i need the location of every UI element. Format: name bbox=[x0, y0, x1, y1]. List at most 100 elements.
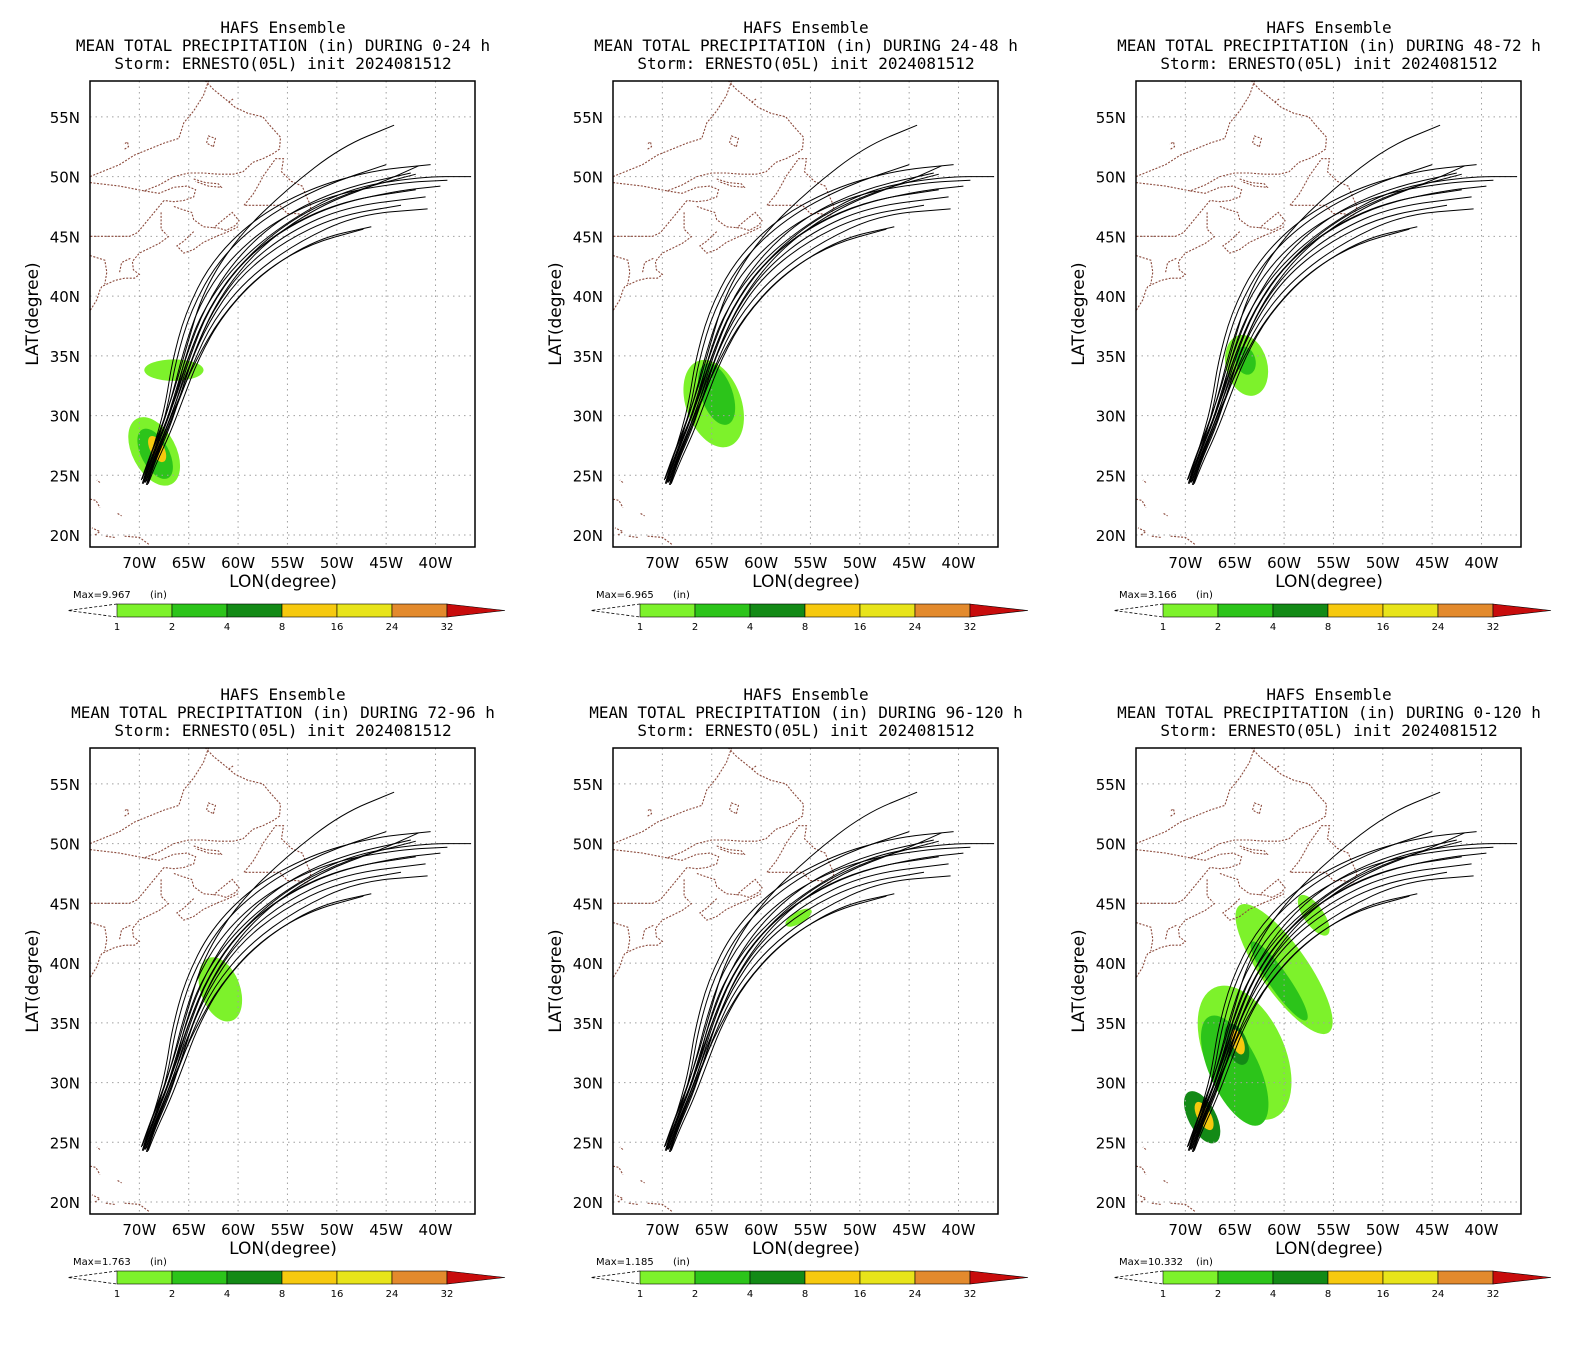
colorbar-swatch bbox=[1162, 603, 1219, 618]
x-axis-label: LON(degree) bbox=[1275, 1239, 1383, 1259]
y-tick-label: 55N bbox=[50, 776, 80, 794]
coastline bbox=[144, 185, 197, 203]
colorbar-overflow bbox=[446, 1270, 506, 1285]
storm-track bbox=[669, 196, 949, 483]
colorbar-swatch bbox=[694, 1270, 751, 1285]
colorbar-swatch bbox=[171, 1270, 228, 1285]
coastline bbox=[1251, 802, 1263, 815]
y-tick-label: 35N bbox=[573, 1015, 603, 1033]
coastline bbox=[193, 178, 223, 188]
x-tick-label: 45W bbox=[369, 554, 403, 572]
storm-track bbox=[668, 208, 951, 486]
colorbar-label: 4 bbox=[1270, 1289, 1276, 1300]
colorbar-swatch bbox=[1327, 1270, 1384, 1285]
chart-subtitle: MEAN TOTAL PRECIPITATION (in) DURING 72-… bbox=[71, 703, 495, 722]
colorbar-swatch bbox=[336, 603, 393, 618]
storm-track bbox=[143, 852, 441, 1149]
coastline bbox=[699, 226, 762, 254]
x-tick-label: 45W bbox=[369, 1221, 403, 1239]
colorbar-swatch bbox=[914, 603, 971, 618]
x-tick-label: 45W bbox=[892, 1221, 926, 1239]
colorbar-swatch bbox=[336, 1270, 393, 1285]
coastline bbox=[628, 535, 638, 538]
y-tick-label: 50N bbox=[1096, 169, 1126, 187]
storm-track bbox=[1189, 172, 1457, 481]
x-tick-label: 40W bbox=[419, 554, 453, 572]
coastline bbox=[124, 535, 150, 546]
max-value-label: Max=1.185 bbox=[596, 1257, 654, 1268]
storm-track bbox=[143, 176, 472, 483]
chart-subtitle: MEAN TOTAL PRECIPITATION (in) DURING 0-2… bbox=[76, 36, 490, 55]
colorbar-underflow bbox=[1113, 1270, 1164, 1285]
chart-subtitle: MEAN TOTAL PRECIPITATION (in) DURING 48-… bbox=[1117, 36, 1541, 55]
colorbar-label: 8 bbox=[802, 1289, 808, 1300]
coastline bbox=[613, 81, 733, 178]
coastline bbox=[613, 867, 688, 904]
units-label: (in) bbox=[1196, 1257, 1213, 1268]
x-tick-label: 45W bbox=[892, 554, 926, 572]
colorbar-swatch bbox=[639, 603, 696, 618]
colorbar-label: 2 bbox=[692, 622, 698, 633]
chart-panel: HAFS Ensemble MEAN TOTAL PRECIPITATION (i… bbox=[523, 667, 1053, 1343]
y-tick-label: 25N bbox=[573, 1134, 603, 1152]
coastline bbox=[91, 1194, 101, 1203]
chart-panel: HAFS Ensemble MEAN TOTAL PRECIPITATION (i… bbox=[0, 0, 530, 676]
y-axis-label: LAT(degree) bbox=[1069, 262, 1089, 365]
colorbar-label: 2 bbox=[1215, 622, 1221, 633]
coastline bbox=[1169, 141, 1176, 150]
x-tick-label: 70W bbox=[122, 554, 156, 572]
coastline bbox=[1251, 135, 1263, 148]
x-tick-label: 70W bbox=[645, 554, 679, 572]
coastline bbox=[640, 1180, 645, 1184]
coastline bbox=[696, 872, 763, 898]
coastline bbox=[613, 748, 733, 845]
coastline bbox=[176, 226, 239, 254]
x-tick-label: 45W bbox=[1415, 554, 1449, 572]
x-axis-label: LON(degree) bbox=[752, 572, 860, 592]
colorbar-swatch bbox=[226, 603, 283, 618]
y-tick-label: 30N bbox=[573, 408, 603, 426]
coastline bbox=[105, 535, 115, 538]
storm-track bbox=[145, 856, 416, 1149]
y-tick-label: 40N bbox=[573, 955, 603, 973]
coastline bbox=[613, 254, 631, 285]
y-axis-label: LAT(degree) bbox=[546, 262, 566, 365]
coastline bbox=[176, 893, 239, 921]
coastline bbox=[619, 1146, 624, 1150]
coastline bbox=[105, 1202, 115, 1205]
colorbar-label: 4 bbox=[747, 622, 753, 633]
coastline bbox=[613, 921, 631, 952]
coastline bbox=[1136, 748, 1256, 845]
x-tick-label: 60W bbox=[1267, 1221, 1301, 1239]
storm-track bbox=[1189, 176, 1518, 483]
coastline bbox=[123, 808, 130, 817]
y-tick-label: 55N bbox=[1096, 776, 1126, 794]
storm-track bbox=[1189, 852, 1487, 1149]
y-tick-label: 50N bbox=[50, 169, 80, 187]
coastline bbox=[90, 748, 210, 845]
colorbar-swatch bbox=[116, 1270, 173, 1285]
y-tick-label: 40N bbox=[50, 955, 80, 973]
coastline bbox=[1219, 872, 1286, 898]
storm-track bbox=[665, 164, 910, 484]
plot-area bbox=[613, 748, 998, 1214]
colorbar-swatch bbox=[694, 603, 751, 618]
coastline bbox=[647, 535, 673, 546]
storm-track bbox=[145, 189, 416, 482]
chart-title: HAFS Ensemble bbox=[743, 685, 868, 704]
colorbar-underflow bbox=[590, 603, 641, 618]
colorbar-label: 2 bbox=[169, 1289, 175, 1300]
coastline bbox=[1136, 1165, 1147, 1175]
colorbar-label: 16 bbox=[854, 622, 867, 633]
coastline bbox=[90, 748, 282, 859]
x-axis-label: LON(degree) bbox=[229, 1239, 337, 1259]
coastline bbox=[1219, 205, 1286, 231]
y-tick-label: 45N bbox=[573, 228, 603, 246]
colorbar-swatch bbox=[804, 1270, 861, 1285]
storm-track bbox=[1191, 875, 1474, 1153]
y-tick-label: 40N bbox=[573, 288, 603, 306]
y-tick-label: 20N bbox=[573, 527, 603, 545]
coastline bbox=[144, 852, 197, 870]
colorbar-underflow bbox=[590, 1270, 641, 1285]
y-axis-label: LAT(degree) bbox=[23, 929, 43, 1032]
